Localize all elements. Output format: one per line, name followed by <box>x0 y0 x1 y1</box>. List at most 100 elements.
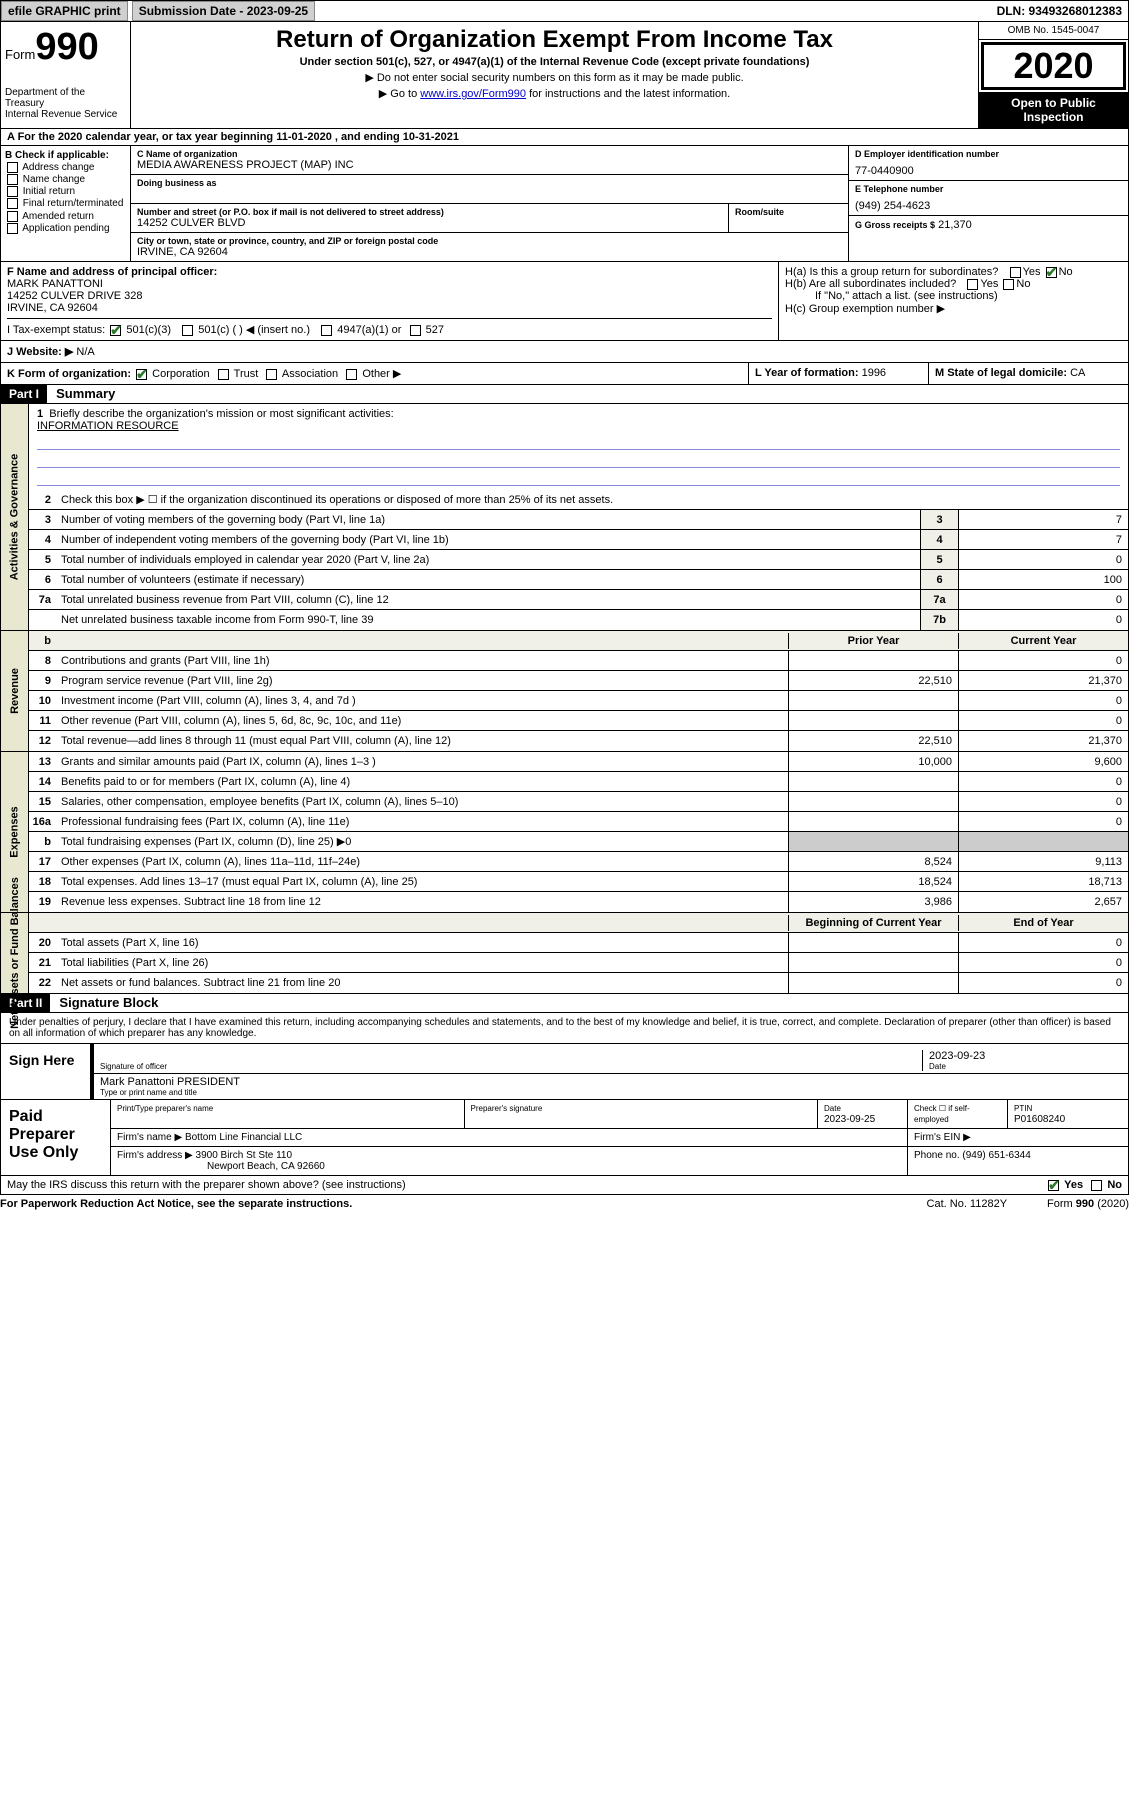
opt-501c: 501(c) ( ) ◀ (insert no.) <box>198 324 310 336</box>
discuss-text: May the IRS discuss this return with the… <box>7 1179 1046 1191</box>
box-f-label: F Name and address of principal officer: <box>7 266 217 278</box>
discuss-yes-checkbox[interactable] <box>1048 1180 1059 1191</box>
side-revenue: Revenue <box>1 631 29 751</box>
submission-date: Submission Date - 2023-09-25 <box>132 1 315 21</box>
gross-label: G Gross receipts $ <box>855 220 935 230</box>
current-year-header: Current Year <box>958 633 1128 649</box>
side-net: Net Assets or Fund Balances <box>1 913 29 993</box>
corp-checkbox[interactable] <box>136 369 147 380</box>
ha-no-checkbox[interactable] <box>1046 267 1057 278</box>
opt-501c3: 501(c)(3) <box>126 324 171 336</box>
row-i: I Tax-exempt status: 501(c)(3) 501(c) ( … <box>7 318 772 336</box>
501c-checkbox[interactable] <box>182 325 193 336</box>
summary-line: 8Contributions and grants (Part VIII, li… <box>29 651 1128 671</box>
hb-no-checkbox[interactable] <box>1003 279 1014 290</box>
irs-link[interactable]: www.irs.gov/Form990 <box>420 88 526 100</box>
footer-final: For Paperwork Reduction Act Notice, see … <box>0 1195 1129 1213</box>
department-label: Department of the Treasury Internal Reve… <box>5 87 126 120</box>
box-d: D Employer identification number 77-0440… <box>848 146 1128 261</box>
firm-addr2: Newport Beach, CA 92660 <box>207 1161 325 1172</box>
footer-discuss: May the IRS discuss this return with the… <box>0 1176 1129 1195</box>
ptin-value: P01608240 <box>1014 1114 1065 1125</box>
net-header: Beginning of Current Year End of Year <box>29 913 1128 933</box>
prior-year-header: Prior Year <box>788 633 958 649</box>
summary-line: 19Revenue less expenses. Subtract line 1… <box>29 892 1128 912</box>
note2-pre: ▶ Go to <box>379 88 420 100</box>
part1-revenue: Revenue b Prior Year Current Year 8Contr… <box>0 631 1129 752</box>
officer-name: MARK PANATTONI <box>7 278 103 290</box>
summary-line: 12Total revenue—add lines 8 through 11 (… <box>29 731 1128 751</box>
hb-yes-checkbox[interactable] <box>967 279 978 290</box>
section-fgh: F Name and address of principal officer:… <box>0 262 1129 341</box>
org-name-label: C Name of organization <box>137 149 842 159</box>
box-m: M State of legal domicile: CA <box>928 363 1128 384</box>
4947-checkbox[interactable] <box>321 325 332 336</box>
row-a-tax-year: A For the 2020 calendar year, or tax yea… <box>0 129 1129 146</box>
prep-check-label: Check ☐ if self-employed <box>914 1104 970 1124</box>
street-address: 14252 CULVER BLVD <box>137 217 722 229</box>
addr-label: Number and street (or P.O. box if mail i… <box>137 207 722 217</box>
signer-name-label: Type or print name and title <box>100 1088 1122 1097</box>
box-l: L Year of formation: 1996 <box>748 363 928 384</box>
opt-527: 527 <box>426 324 444 336</box>
tax-year: 2020 <box>981 42 1126 90</box>
box-b-item[interactable]: Address change <box>5 162 126 173</box>
box-b-item[interactable]: Name change <box>5 174 126 185</box>
other-checkbox[interactable] <box>346 369 357 380</box>
declaration-text: Under penalties of perjury, I declare th… <box>0 1013 1129 1044</box>
instructions-note: ▶ Go to www.irs.gov/Form990 for instruct… <box>139 87 970 100</box>
header-center: Return of Organization Exempt From Incom… <box>131 22 978 128</box>
summary-line: 15Salaries, other compensation, employee… <box>29 792 1128 812</box>
sign-here-label: Sign Here <box>1 1044 91 1099</box>
efile-print-button[interactable]: efile GRAPHIC print <box>1 1 128 21</box>
prep-date-label: Date <box>824 1104 841 1113</box>
part2-header-row: Part II Signature Block <box>0 994 1129 1013</box>
box-b-item[interactable]: Application pending <box>5 223 126 234</box>
inspection-label: Open to Public Inspection <box>979 92 1128 128</box>
h-a-label: H(a) Is this a group return for subordin… <box>785 266 998 278</box>
line-1: 1 Briefly describe the organization's mi… <box>29 404 1128 490</box>
dln-number: DLN: 93493268012383 <box>991 2 1128 20</box>
box-b-item[interactable]: Final return/terminated <box>5 198 126 209</box>
top-bar: efile GRAPHIC print Submission Date - 20… <box>0 0 1129 22</box>
summary-line: 5Total number of individuals employed in… <box>29 550 1128 570</box>
h-c-label: H(c) Group exemption number ▶ <box>785 302 1122 315</box>
opt-corp: Corporation <box>152 368 209 380</box>
firm-addr1: 3900 Birch St Ste 110 <box>196 1150 293 1161</box>
form-title: Return of Organization Exempt From Incom… <box>139 26 970 54</box>
box-b-item[interactable]: Amended return <box>5 211 126 222</box>
revenue-header: b Prior Year Current Year <box>29 631 1128 651</box>
l-label: L Year of formation: <box>755 367 859 379</box>
end-year-header: End of Year <box>958 915 1128 931</box>
opt-4947: 4947(a)(1) or <box>337 324 401 336</box>
side-activities: Activities & Governance <box>1 404 29 630</box>
summary-line: Net unrelated business taxable income fr… <box>29 610 1128 630</box>
opt-assoc: Association <box>282 368 338 380</box>
mission-text: INFORMATION RESOURCE <box>37 420 179 432</box>
box-b-item[interactable]: Initial return <box>5 186 126 197</box>
trust-checkbox[interactable] <box>218 369 229 380</box>
527-checkbox[interactable] <box>410 325 421 336</box>
website-value: N/A <box>73 346 94 358</box>
begin-year-header: Beginning of Current Year <box>788 915 958 931</box>
part1-header-row: Part I Summary <box>0 385 1129 404</box>
row-a-text: A For the 2020 calendar year, or tax yea… <box>7 131 459 143</box>
501c3-checkbox[interactable] <box>110 325 121 336</box>
form-label: Form <box>5 47 35 62</box>
ein-label: D Employer identification number <box>855 149 1122 159</box>
summary-line: 22Net assets or fund balances. Subtract … <box>29 973 1128 993</box>
summary-line: 4Number of independent voting members of… <box>29 530 1128 550</box>
summary-line: 13Grants and similar amounts paid (Part … <box>29 752 1128 772</box>
row-k-label: K Form of organization: <box>7 368 131 380</box>
box-b-title: B Check if applicable: <box>5 150 109 161</box>
dba-label: Doing business as <box>137 178 842 188</box>
assoc-checkbox[interactable] <box>266 369 277 380</box>
sign-section: Sign Here Signature of officer 2023-09-2… <box>0 1044 1129 1100</box>
summary-line: bTotal fundraising expenses (Part IX, co… <box>29 832 1128 852</box>
form-990-number: 990 <box>35 26 98 68</box>
header-right: OMB No. 1545-0047 2020 Open to Public In… <box>978 22 1128 128</box>
prep-phone-label: Phone no. <box>914 1150 960 1161</box>
city-label: City or town, state or province, country… <box>137 236 842 246</box>
discuss-no-checkbox[interactable] <box>1091 1180 1102 1191</box>
ha-yes-checkbox[interactable] <box>1010 267 1021 278</box>
